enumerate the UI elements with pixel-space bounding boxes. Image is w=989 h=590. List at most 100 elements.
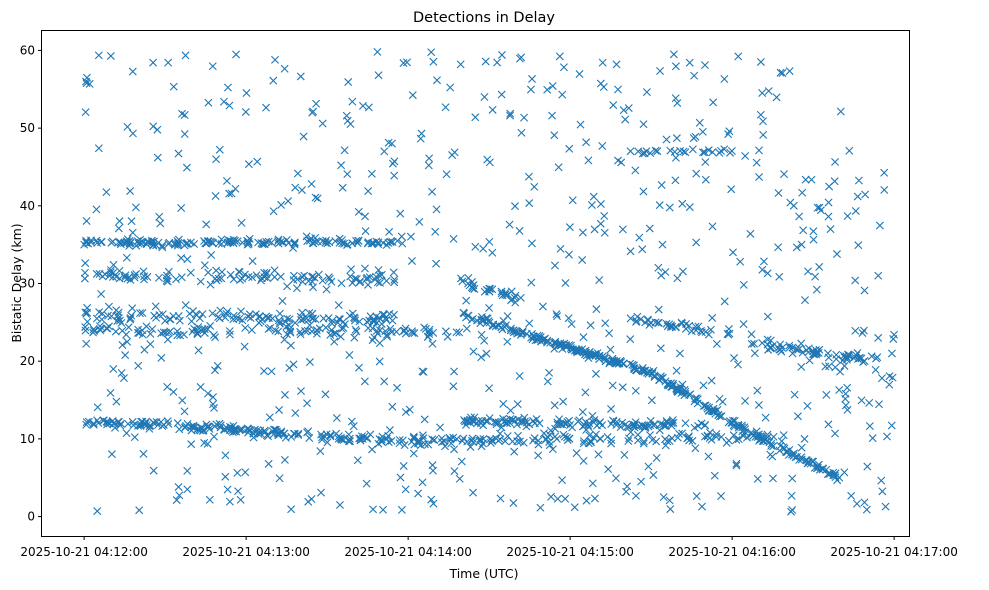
detection-point <box>661 377 670 386</box>
detection-point <box>305 309 314 317</box>
detection-point <box>124 323 133 332</box>
detection-point <box>778 69 787 78</box>
detection-point <box>469 347 478 356</box>
detection-point <box>679 147 688 156</box>
detection-point <box>671 94 680 103</box>
detection-point <box>350 333 359 342</box>
detection-point <box>385 426 394 435</box>
detection-point <box>420 415 429 424</box>
detection-point <box>303 428 312 437</box>
detection-point <box>114 417 123 426</box>
detection-point <box>655 426 664 435</box>
detection-point <box>880 168 889 177</box>
detection-point <box>369 505 378 514</box>
detection-point <box>335 500 344 509</box>
detection-point <box>80 274 89 283</box>
detection-point <box>477 353 486 362</box>
detection-point <box>769 432 778 441</box>
detection-point <box>401 485 410 494</box>
detection-point <box>225 189 234 198</box>
detection-point <box>469 438 478 447</box>
detection-point <box>111 327 120 336</box>
detection-point <box>520 413 529 422</box>
detection-point <box>692 169 701 178</box>
detection-point <box>558 476 567 485</box>
detection-point <box>232 314 241 323</box>
detection-point <box>347 417 356 426</box>
detection-point <box>788 474 797 483</box>
detection-point <box>797 443 806 452</box>
detection-point <box>608 381 617 390</box>
detection-point <box>590 350 599 359</box>
detection-point <box>399 461 408 470</box>
y-tick-label: 10 <box>20 432 35 446</box>
detection-point <box>89 420 98 429</box>
detection-point <box>496 429 505 438</box>
detection-point <box>476 435 485 444</box>
detection-point <box>553 494 562 503</box>
detection-point <box>204 389 212 398</box>
detection-point <box>715 148 724 157</box>
detection-point <box>661 268 670 277</box>
detection-point <box>809 227 818 236</box>
detection-point <box>626 247 635 256</box>
detection-point <box>264 459 273 468</box>
detection-point <box>594 450 603 459</box>
detection-point <box>429 499 438 508</box>
detection-point <box>795 344 804 353</box>
detection-point <box>304 497 313 506</box>
detection-point <box>822 465 831 474</box>
detection-point <box>724 436 733 445</box>
detection-point <box>665 203 674 212</box>
detection-point <box>511 416 519 425</box>
detection-point <box>526 85 535 94</box>
detection-point <box>468 314 477 323</box>
detection-point <box>635 233 644 242</box>
detection-point <box>854 176 863 185</box>
detection-point <box>797 240 806 249</box>
detection-point <box>149 466 158 475</box>
detection-point <box>741 396 750 405</box>
detection-point <box>567 320 576 329</box>
detection-point <box>528 74 537 83</box>
detection-point <box>798 348 807 357</box>
detection-point <box>634 147 643 156</box>
detection-point <box>227 424 236 433</box>
detection-point <box>82 339 91 348</box>
detection-point <box>253 426 262 435</box>
detection-point <box>496 494 505 503</box>
detection-point <box>575 416 584 425</box>
detection-point <box>409 433 418 442</box>
detection-point <box>312 99 321 108</box>
detection-point <box>82 237 91 246</box>
detection-point <box>565 416 574 425</box>
detection-point <box>309 239 318 248</box>
detection-point <box>446 435 455 444</box>
detection-point <box>862 505 871 514</box>
detection-point <box>450 367 459 376</box>
detection-point <box>493 58 502 67</box>
detection-point <box>436 423 445 432</box>
detection-point <box>590 494 599 503</box>
detection-point <box>128 129 137 138</box>
detection-point <box>858 328 867 337</box>
detection-point <box>256 426 265 435</box>
detection-point <box>830 471 839 480</box>
detection-point <box>154 273 163 282</box>
detection-point <box>860 286 869 295</box>
detection-point <box>219 97 228 106</box>
detection-point <box>223 83 232 92</box>
detection-point <box>768 342 777 350</box>
detection-point <box>578 408 587 417</box>
detection-point <box>432 259 441 268</box>
detection-point <box>369 315 378 324</box>
detection-point <box>396 473 405 482</box>
detection-point <box>803 267 812 276</box>
detection-point <box>308 314 317 323</box>
detection-point <box>797 339 806 348</box>
detection-point <box>631 366 640 375</box>
detection-point <box>130 433 139 442</box>
detection-point <box>175 425 184 434</box>
detection-point <box>512 327 521 336</box>
detection-point <box>582 496 591 505</box>
